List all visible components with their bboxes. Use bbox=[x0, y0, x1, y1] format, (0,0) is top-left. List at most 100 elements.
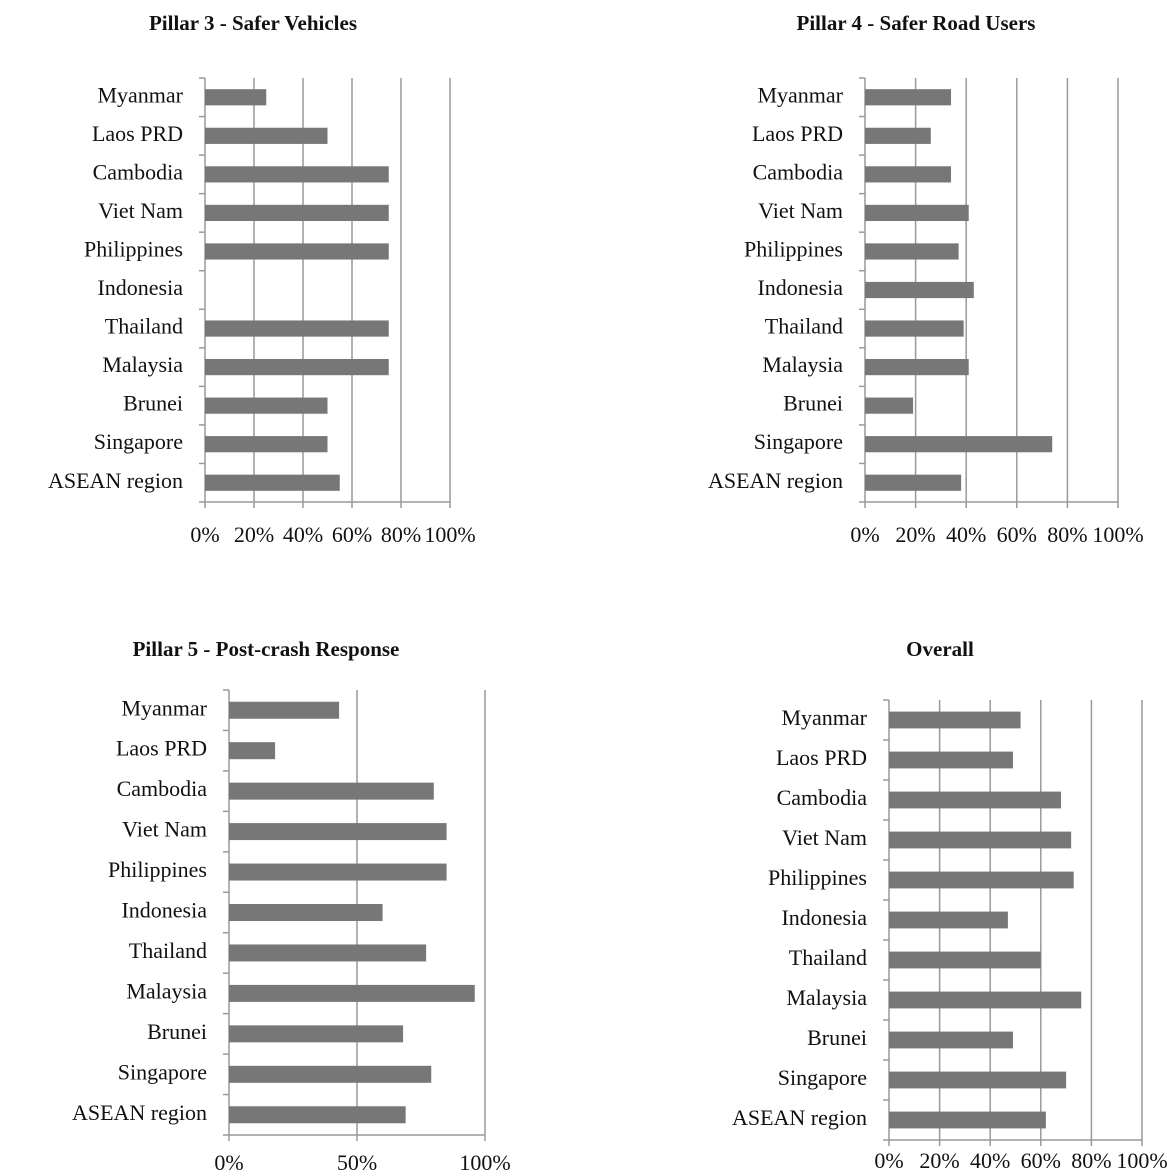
y-tick-label: Philippines bbox=[744, 237, 843, 262]
bar bbox=[229, 1065, 432, 1083]
bar bbox=[205, 436, 328, 453]
y-tick-label: Viet Nam bbox=[758, 198, 843, 223]
bar bbox=[865, 166, 952, 183]
x-tick-label: 100% bbox=[424, 522, 475, 547]
y-tick-label: Singapore bbox=[94, 429, 183, 454]
y-tick-label: Brunei bbox=[147, 1019, 207, 1044]
y-tick-label: Philippines bbox=[768, 865, 867, 890]
y-tick-label: Malaysia bbox=[102, 352, 183, 377]
bar bbox=[889, 1111, 1046, 1129]
y-tick-label: Singapore bbox=[118, 1059, 207, 1084]
bar bbox=[865, 397, 914, 414]
bar bbox=[229, 863, 447, 881]
y-tick-label: Indonesia bbox=[97, 275, 183, 300]
y-tick-label: ASEAN region bbox=[708, 468, 843, 493]
chart-title: Pillar 4 - Safer Road Users bbox=[797, 11, 1036, 35]
x-tick-label: 40% bbox=[946, 522, 986, 547]
y-tick-label: Cambodia bbox=[753, 159, 844, 184]
bar bbox=[205, 358, 389, 376]
bar bbox=[205, 474, 340, 491]
y-tick-label: Laos PRD bbox=[752, 121, 843, 146]
x-tick-label: 100% bbox=[1092, 522, 1143, 547]
bar bbox=[229, 1106, 406, 1124]
y-tick-label: Thailand bbox=[789, 945, 867, 970]
x-tick-label: 0% bbox=[190, 522, 219, 547]
y-tick-label: Cambodia bbox=[777, 785, 868, 810]
y-tick-label: Cambodia bbox=[93, 159, 184, 184]
y-tick-label: Indonesia bbox=[781, 905, 867, 930]
bar bbox=[889, 911, 1008, 929]
y-tick-label: Viet Nam bbox=[782, 825, 867, 850]
bar bbox=[229, 904, 383, 921]
bar bbox=[205, 243, 389, 260]
bar bbox=[889, 1071, 1067, 1089]
x-tick-label: 20% bbox=[234, 522, 274, 547]
x-tick-label: 80% bbox=[381, 522, 421, 547]
y-tick-label: ASEAN region bbox=[732, 1105, 867, 1130]
bar bbox=[889, 751, 1013, 769]
bar bbox=[229, 701, 340, 719]
x-tick-label: 40% bbox=[970, 1148, 1010, 1173]
bar bbox=[229, 782, 434, 800]
bar bbox=[205, 397, 328, 414]
y-tick-label: Cambodia bbox=[117, 776, 208, 801]
y-tick-label: Laos PRD bbox=[776, 745, 867, 770]
x-tick-label: 60% bbox=[997, 522, 1037, 547]
bar bbox=[865, 89, 952, 106]
x-tick-label: 80% bbox=[1071, 1148, 1111, 1173]
y-tick-label: Thailand bbox=[105, 314, 183, 339]
y-tick-label: Brunei bbox=[123, 391, 183, 416]
bar bbox=[205, 204, 389, 222]
bar bbox=[889, 831, 1072, 849]
x-tick-label: 0% bbox=[874, 1148, 903, 1173]
x-tick-label: 20% bbox=[919, 1148, 959, 1173]
x-tick-label: 20% bbox=[895, 522, 935, 547]
y-tick-label: Viet Nam bbox=[98, 198, 183, 223]
bar bbox=[865, 204, 969, 222]
bar bbox=[865, 281, 974, 299]
x-tick-label: 100% bbox=[1116, 1148, 1167, 1173]
y-tick-label: Malaysia bbox=[786, 985, 867, 1010]
chart-title: Pillar 5 - Post-crash Response bbox=[133, 637, 400, 661]
x-tick-label: 60% bbox=[332, 522, 372, 547]
y-tick-label: Malaysia bbox=[762, 352, 843, 377]
y-tick-label: Brunei bbox=[783, 391, 843, 416]
y-tick-label: Myanmar bbox=[757, 82, 843, 107]
y-tick-label: Indonesia bbox=[757, 275, 843, 300]
bar bbox=[229, 944, 427, 962]
y-tick-label: Thailand bbox=[765, 314, 843, 339]
bar bbox=[889, 711, 1021, 729]
y-tick-label: Malaysia bbox=[126, 978, 207, 1003]
y-tick-label: Thailand bbox=[129, 938, 207, 963]
bar bbox=[229, 1025, 404, 1043]
y-tick-label: Laos PRD bbox=[92, 121, 183, 146]
bar bbox=[865, 474, 962, 491]
y-tick-label: Singapore bbox=[778, 1065, 867, 1090]
x-tick-label: 80% bbox=[1047, 522, 1087, 547]
bar bbox=[865, 127, 931, 144]
y-tick-label: Singapore bbox=[754, 429, 843, 454]
x-tick-label: 40% bbox=[283, 522, 323, 547]
bar bbox=[229, 742, 276, 760]
bar bbox=[205, 166, 389, 183]
bar bbox=[889, 871, 1074, 889]
y-tick-label: Viet Nam bbox=[122, 817, 207, 842]
bar bbox=[205, 127, 328, 144]
x-tick-label: 50% bbox=[337, 1150, 377, 1175]
x-tick-label: 0% bbox=[214, 1150, 243, 1175]
y-tick-label: ASEAN region bbox=[48, 468, 183, 493]
y-tick-label: Myanmar bbox=[121, 695, 207, 720]
bar bbox=[865, 436, 1053, 453]
y-tick-label: Myanmar bbox=[781, 705, 867, 730]
bar bbox=[889, 1031, 1013, 1049]
bar bbox=[229, 823, 447, 841]
bar bbox=[889, 791, 1062, 809]
x-tick-label: 60% bbox=[1021, 1148, 1061, 1173]
bar bbox=[205, 320, 389, 337]
bar bbox=[889, 991, 1082, 1009]
bar bbox=[865, 243, 959, 260]
chart-title: Overall bbox=[906, 637, 974, 661]
chart-title: Pillar 3 - Safer Vehicles bbox=[149, 11, 357, 35]
y-tick-label: Brunei bbox=[807, 1025, 867, 1050]
